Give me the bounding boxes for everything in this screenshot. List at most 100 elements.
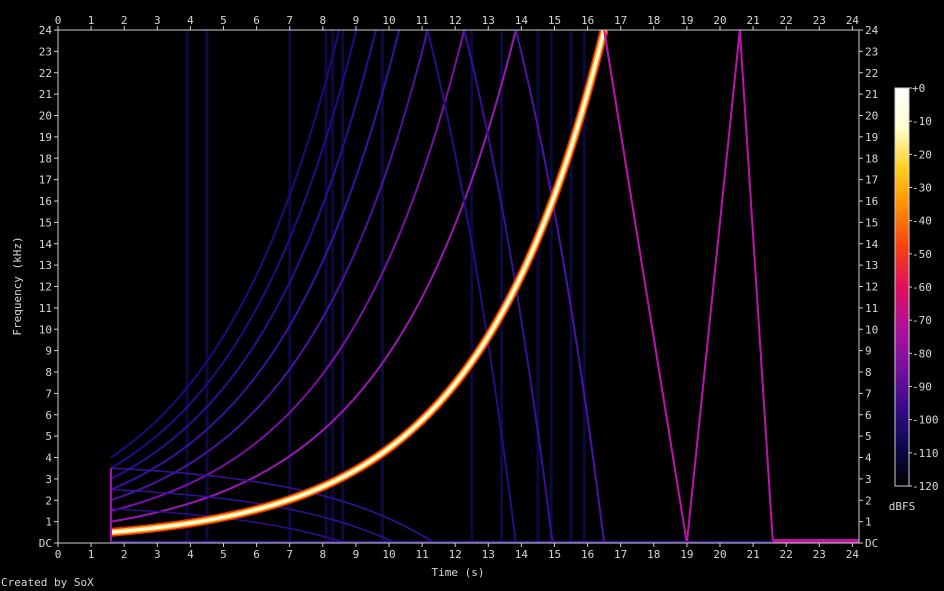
vertical-band [470, 30, 474, 543]
y-tick-label-right: 19 [865, 131, 878, 144]
y-tick-label-right: 5 [865, 430, 872, 443]
x-tick-label-top: 21 [746, 14, 759, 27]
colorbar-tick-label: -10 [912, 115, 932, 128]
y-tick-label-right: DC [865, 537, 878, 550]
aliased-harmonic-line [463, 30, 554, 543]
harmonic-line [110, 30, 466, 512]
harmonic-line [110, 30, 401, 491]
y-tick-label-right: 7 [865, 387, 872, 400]
y-tick-label-left: 1 [45, 516, 52, 529]
x-tick-label-top: 3 [154, 14, 161, 27]
x-tick-label-bottom: 22 [780, 548, 793, 561]
credit-text: Created by SoX [1, 576, 94, 589]
harmonic-line [110, 30, 341, 459]
x-tick-label-bottom: 5 [220, 548, 227, 561]
colorbar-tick-label: +0 [912, 82, 925, 95]
y-tick-label-left: 15 [39, 216, 52, 229]
x-tick-label-top: 1 [88, 14, 95, 27]
y-tick-label-left: DC [39, 537, 52, 550]
x-tick-label-bottom: 17 [614, 548, 627, 561]
vertical-band [549, 30, 553, 543]
x-tick-label-top: 12 [449, 14, 462, 27]
x-tick-label-top: 17 [614, 14, 627, 27]
main-sweep-line [110, 30, 606, 534]
y-tick-label-right: 13 [865, 259, 878, 272]
colorbar-tick-label: -60 [912, 281, 932, 294]
y-tick-label-left: 23 [39, 45, 52, 58]
x-tick-label-top: 6 [253, 14, 260, 27]
y-tick-label-right: 20 [865, 110, 878, 123]
harmonic-line [110, 30, 517, 523]
y-tick-label-left: 5 [45, 430, 52, 443]
y-tick-label-right: 14 [865, 238, 879, 251]
y-tick-label-left: 19 [39, 131, 52, 144]
x-tick-label-top: 15 [548, 14, 561, 27]
x-tick-label-top: 10 [382, 14, 395, 27]
x-tick-label-top: 23 [813, 14, 826, 27]
x-tick-label-top: 5 [220, 14, 227, 27]
y-tick-label-right: 9 [865, 345, 872, 358]
vertical-band [500, 30, 504, 543]
colorbar-tick-label: -110 [912, 447, 939, 460]
difference-line [110, 488, 396, 543]
x-tick-label-bottom: 12 [449, 548, 462, 561]
y-tick-label-left: 11 [39, 302, 52, 315]
x-tick-label-bottom: 13 [482, 548, 495, 561]
x-tick-label-top: 18 [647, 14, 660, 27]
x-tick-label-top: 8 [319, 14, 326, 27]
x-tick-label-top: 7 [286, 14, 293, 27]
x-tick-label-bottom: 11 [415, 548, 428, 561]
x-tick-label-top: 2 [121, 14, 128, 27]
harmonic-line [110, 30, 358, 470]
x-tick-label-bottom: 0 [55, 548, 62, 561]
colorbar-tick-label: -50 [912, 248, 932, 261]
x-tick-label-bottom: 15 [548, 548, 561, 561]
y-tick-label-left: 12 [39, 281, 52, 294]
x-tick-label-bottom: 2 [121, 548, 128, 561]
x-tick-label-bottom: 20 [713, 548, 726, 561]
y-tick-label-right: 4 [865, 452, 872, 465]
y-tick-label-left: 18 [39, 152, 52, 165]
vertical-band [324, 30, 328, 543]
vertical-band [185, 30, 189, 543]
x-tick-label-bottom: 1 [88, 548, 95, 561]
vertical-band [582, 30, 586, 543]
x-tick-label-bottom: 19 [680, 548, 693, 561]
colorbar-tick-labels: +0 -10 -20 -30 -40 -50 -60 -70 -80 -90 -100 -110 -12… [909, 82, 939, 493]
y-tick-label-left: 22 [39, 67, 52, 80]
y-tick-label-right: 1 [865, 516, 872, 529]
x-tick-label-top: 13 [482, 14, 495, 27]
aliased-tail-line [603, 30, 774, 543]
y-tick-label-right: 3 [865, 473, 872, 486]
colorbar-tick-label: -100 [912, 414, 939, 427]
axis-ticks [54, 26, 863, 547]
y-tick-label-right: 12 [865, 281, 878, 294]
colorbar-tick-label: -30 [912, 182, 932, 195]
x-tick-label-bottom: 9 [353, 548, 360, 561]
x-tick-label-top: 16 [581, 14, 594, 27]
y-tick-label-right: 10 [865, 323, 878, 336]
vertical-band [569, 30, 573, 543]
y-axis-label: Frequency (kHz) [11, 236, 24, 335]
colorbar-tick-label: -120 [912, 480, 939, 493]
y-tick-label-left: 16 [39, 195, 52, 208]
x-tick-label-bottom: 4 [187, 548, 194, 561]
axis-tick-labels: 0011223344556677889910101111121213131414… [39, 14, 879, 561]
x-tick-label-top: 24 [846, 14, 860, 27]
x-tick-label-bottom: 23 [813, 548, 826, 561]
y-tick-label-left: 14 [39, 238, 53, 251]
plot-area [109, 30, 859, 543]
y-tick-label-left: 8 [45, 366, 52, 379]
x-tick-label-bottom: 3 [154, 548, 161, 561]
colorbar-tick-label: -20 [912, 148, 932, 161]
x-tick-label-bottom: 21 [746, 548, 759, 561]
x-tick-label-top: 9 [353, 14, 360, 27]
x-tick-label-bottom: 24 [846, 548, 860, 561]
vertical-band [288, 30, 292, 543]
y-tick-label-right: 2 [865, 494, 872, 507]
difference-line [110, 467, 435, 543]
y-tick-label-left: 13 [39, 259, 52, 272]
colorbar-tick-label: -40 [912, 215, 932, 228]
y-tick-label-left: 24 [39, 24, 53, 37]
